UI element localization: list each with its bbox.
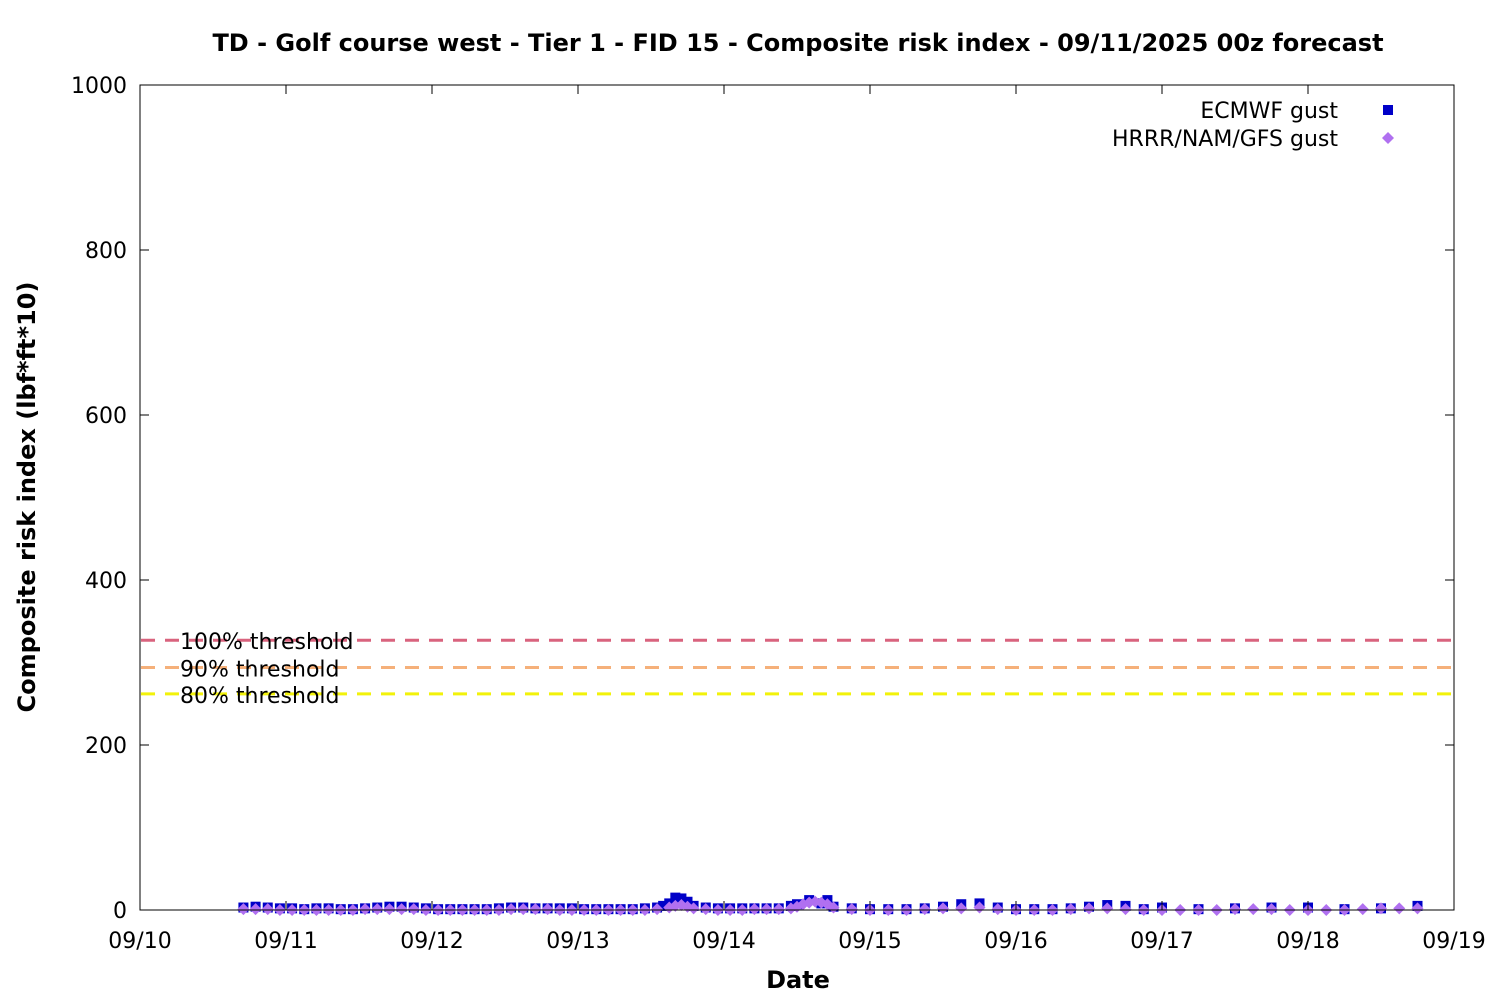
- x-tick-label: 09/19: [1422, 929, 1485, 954]
- data-point: [955, 902, 968, 915]
- data-point: [760, 903, 773, 916]
- axis-ticks: 09/10 09/11 09/12 09/13 09/14 09/15 09/16 09/17…: [71, 74, 1486, 954]
- data-point: [651, 903, 664, 916]
- legend-marker: [1383, 105, 1393, 115]
- x-tick-label: 09/18: [1276, 929, 1339, 954]
- data-point: [1064, 903, 1077, 916]
- data-point: [699, 903, 712, 916]
- data-point: [1265, 903, 1278, 916]
- x-tick-label: 09/12: [400, 929, 463, 954]
- data-point: [395, 903, 408, 916]
- data-point: [845, 903, 858, 916]
- data-point: [1229, 903, 1241, 916]
- data-point: [541, 903, 554, 916]
- x-tick-label: 09/10: [108, 929, 171, 954]
- data-point: [261, 903, 274, 916]
- x-tick-label: 09/13: [546, 929, 609, 954]
- data-point: [407, 903, 420, 916]
- data-point: [748, 903, 761, 916]
- x-tick-label: 09/16: [984, 929, 1047, 954]
- legend-marker: [1382, 132, 1394, 144]
- y-tick-label: 400: [85, 569, 127, 594]
- data-point: [1356, 903, 1369, 916]
- data-point: [687, 902, 700, 915]
- legend: ECMWF gust HRRR/NAM/GFS gust: [1112, 99, 1394, 152]
- data-point: [1393, 902, 1406, 915]
- chart-title: TD - Golf course west - Tier 1 - FID 15 …: [212, 29, 1383, 57]
- data-point: [359, 903, 372, 916]
- data-point: [676, 893, 687, 904]
- plot-frame: [139, 84, 1455, 911]
- data-point: [937, 902, 949, 915]
- data-point: [505, 903, 518, 916]
- y-tick-label: 1000: [71, 74, 127, 99]
- data-point: [827, 901, 840, 914]
- x-tick-label: 09/17: [1130, 929, 1193, 954]
- legend-entry-label: HRRR/NAM/GFS gust: [1112, 127, 1338, 152]
- x-tick-label: 09/15: [838, 929, 901, 954]
- data-point: [1247, 903, 1260, 916]
- threshold-label: 100% threshold: [180, 630, 354, 655]
- data-point: [1411, 902, 1424, 915]
- x-axis-label: Date: [766, 966, 830, 994]
- data-point: [918, 903, 931, 916]
- data-point: [973, 901, 986, 914]
- data-point: [658, 900, 669, 911]
- data-point: [529, 903, 542, 916]
- data-point: [383, 903, 396, 916]
- y-tick-label: 800: [85, 239, 127, 264]
- legend-entry-label: ECMWF gust: [1200, 99, 1338, 124]
- data-point: [772, 903, 785, 916]
- y-tick-label: 600: [85, 404, 127, 429]
- threshold-label: 80% threshold: [180, 684, 340, 709]
- y-tick-label: 200: [85, 734, 127, 759]
- x-tick-label: 09/11: [254, 929, 317, 954]
- data-point: [1119, 903, 1132, 916]
- y-axis-label: Composite risk index (lbf*ft*10): [13, 282, 41, 713]
- x-tick-label: 09/14: [692, 929, 755, 954]
- data-point: [249, 903, 262, 916]
- data-point: [670, 892, 681, 903]
- threshold-label: 90% threshold: [180, 657, 340, 682]
- data-point: [517, 903, 530, 916]
- data-point: [1083, 902, 1095, 915]
- data-point: [1375, 902, 1387, 915]
- data-point: [371, 903, 384, 916]
- data-point: [237, 903, 250, 916]
- data-point: [1101, 902, 1114, 915]
- y-tick-label: 0: [113, 899, 127, 924]
- series-layer: [237, 892, 1424, 916]
- data-point: [991, 903, 1004, 916]
